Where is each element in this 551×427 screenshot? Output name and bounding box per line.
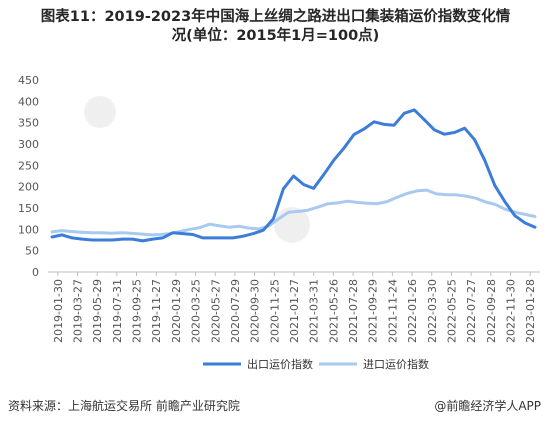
x-tick-label: 2020-07-29 <box>229 279 242 343</box>
x-tick-label: 2022-07-27 <box>465 279 478 343</box>
series-layer <box>50 108 537 243</box>
x-tick-label: 2020-11-25 <box>268 279 281 343</box>
series-line <box>50 108 537 243</box>
x-tick-label: 2020-05-27 <box>209 279 222 343</box>
x-tick-label: 2023-01-28 <box>524 279 537 343</box>
x-tick-label: 2022-03-30 <box>426 279 439 343</box>
x-tick-label: 2021-07-28 <box>347 279 360 343</box>
y-tick-label: 50 <box>25 245 39 258</box>
x-tick-label: 2019-09-25 <box>131 279 144 343</box>
x-axis: 2019-01-30 2019-03-27 2019-05-29 2019-07-31… <box>48 271 540 343</box>
x-tick-label: 2019-07-31 <box>111 279 124 343</box>
x-tick-label: 2021-03-31 <box>308 279 321 343</box>
source-note: 资料来源：上海航运交易所 前瞻产业研究院 <box>8 399 240 413</box>
x-tick-label: 2019-03-27 <box>72 279 85 343</box>
y-tick-label: 100 <box>18 223 39 236</box>
y-tick-label: 350 <box>18 117 39 130</box>
y-tick-label: 400 <box>18 95 39 108</box>
x-tick-label: 2021-09-29 <box>367 279 380 343</box>
x-tick-label: 2020-09-30 <box>249 279 262 343</box>
x-tick-label: 2022-09-28 <box>485 279 498 343</box>
y-tick-label: 150 <box>18 202 39 215</box>
chart-title-line2: 况(单位：2015年1月=100点) <box>171 28 380 44</box>
y-tick-label: 250 <box>18 159 39 172</box>
x-tick-label: 2019-05-29 <box>91 279 104 343</box>
x-tick-label: 2022-01-26 <box>406 279 419 343</box>
x-tick-label: 2021-01-27 <box>288 279 301 343</box>
chart-title: 图表11：2019-2023年中国海上丝绸之路进出口集装箱运价指数变化情 况(单… <box>0 8 551 46</box>
x-tick-label: 2022-05-25 <box>445 279 458 343</box>
chart-title-line1: 图表11：2019-2023年中国海上丝绸之路进出口集装箱运价指数变化情 <box>40 9 511 25</box>
x-tick-label: 2021-05-26 <box>327 279 340 343</box>
y-tick-label: 300 <box>18 138 39 151</box>
legend-label: 进口运价指数 <box>363 357 429 371</box>
footer: 资料来源：上海航运交易所 前瞻产业研究院 @前瞻经济学人APP <box>0 397 551 415</box>
x-tick-label: 2019-01-30 <box>52 279 65 343</box>
y-tick-label: 200 <box>18 181 39 194</box>
x-tick-label: 2019-11-27 <box>150 279 163 343</box>
x-tick-label: 2020-03-25 <box>190 279 203 343</box>
legend: 出口运价指数 进口运价指数 <box>203 357 429 371</box>
series-line <box>50 188 537 237</box>
y-tick-label: 0 <box>32 266 39 279</box>
x-tick-label: 2022-11-30 <box>504 279 517 343</box>
brand-note: @前瞻经济学人APP <box>434 399 541 413</box>
y-axis: 0 50 100 150 200 250 300 350 400 450 <box>18 74 39 279</box>
x-tick-label: 2021-11-24 <box>386 279 399 343</box>
x-tick-label: 2020-01-29 <box>170 279 183 343</box>
y-tick-label: 450 <box>18 74 39 87</box>
legend-label: 出口运价指数 <box>247 357 313 371</box>
